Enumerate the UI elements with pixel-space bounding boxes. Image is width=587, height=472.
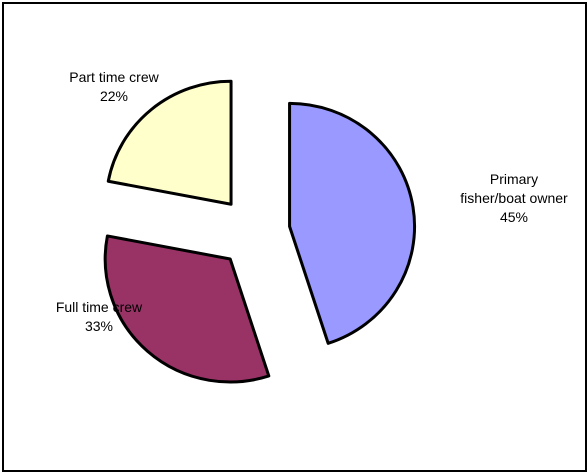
pie-value-label: 45% — [500, 209, 528, 225]
pie-label-part-time-crew: Part time crew 22% — [69, 69, 159, 104]
pie-category-label: Part time crew — [69, 69, 159, 85]
pie-chart: Primary fisher/boat owner 45% Full time cre… — [56, 69, 568, 384]
pie-slice-part-time-crew — [106, 79, 233, 206]
pie-category-label: Primary — [490, 171, 538, 187]
pie-category-label: Full time crew — [56, 299, 143, 315]
pie-slice-primary-fisher — [288, 101, 417, 345]
pie-value-label: 33% — [85, 318, 113, 334]
pie-label-primary-fisher: Primary fisher/boat owner 45% — [460, 171, 568, 225]
pie-label-full-time-crew: Full time crew 33% — [56, 299, 143, 334]
pie-category-label: fisher/boat owner — [460, 190, 568, 206]
pie-value-label: 22% — [100, 88, 128, 104]
pie-slice-full-time-crew — [103, 234, 271, 384]
